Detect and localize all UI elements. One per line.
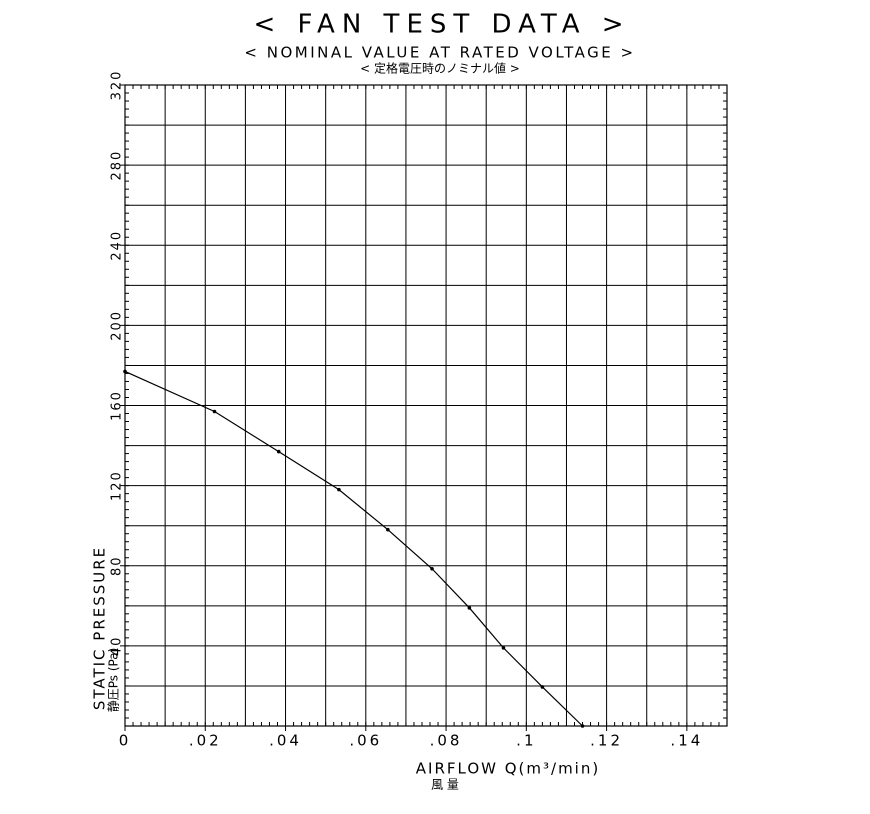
x-axis-label: AIRFLOW Q(m³/min) [416,760,600,778]
y-tick-label: 160 [110,390,125,421]
x-tick-label: .04 [269,732,302,750]
y-tick-label: 80 [110,555,125,576]
data-point [386,527,390,532]
x-tick-label: .02 [189,732,222,750]
y-tick-label: 280 [110,150,125,181]
y-tick-label: 120 [110,470,125,501]
y-tick-label: 320 [110,70,125,101]
data-point [337,487,341,492]
data-point [212,409,217,414]
y-axis-label-jp: 静圧Ps (Pa) [107,648,121,713]
data-point [501,646,506,650]
data-point [580,724,585,728]
chart-title: < FAN TEST DATA > [253,10,630,40]
x-axis-label-jp: 風 量 [431,778,459,792]
data-point [540,685,545,689]
x-tick-label: .1 [516,732,536,750]
data-point [123,369,127,374]
data-point [276,449,281,454]
x-tick-label: 0 [119,732,132,750]
x-tick-label: .14 [670,732,703,750]
x-tick-label: .08 [430,732,463,750]
y-tick-label: 200 [110,310,125,341]
x-tick-label: .06 [349,732,382,750]
y-tick-label: 240 [110,230,125,261]
fan-curve [124,370,583,727]
x-tick-label: .12 [590,732,623,750]
chart-subtitle: < NOMINAL VALUE AT RATED VOLTAGE > [244,44,635,62]
data-point [467,606,472,610]
y-axis-label: STATIC PRESSURE [91,546,109,710]
chart-subtitle-jp: < 定格電圧時のノミナル値 > [360,61,520,76]
data-point [430,566,434,571]
y-tick-label: 40 [110,636,125,657]
